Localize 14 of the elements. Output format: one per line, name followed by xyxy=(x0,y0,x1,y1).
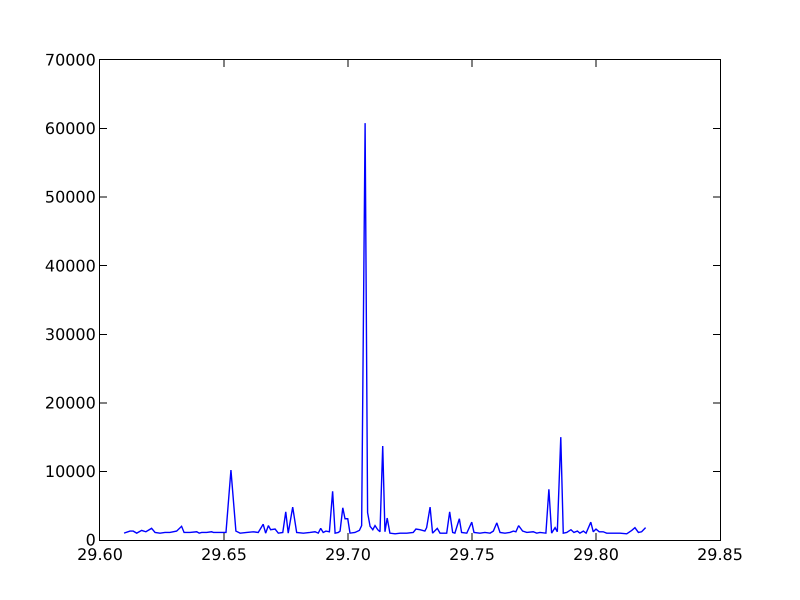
y-tick-label: 10000 xyxy=(44,462,96,482)
x-tick-label: 29.70 xyxy=(325,545,371,564)
x-tick-label: 29.75 xyxy=(449,545,495,564)
y-tick-label: 70000 xyxy=(44,50,96,70)
x-tick-label: 29.60 xyxy=(77,545,123,564)
y-tick-label: 40000 xyxy=(44,256,96,276)
y-tick-label: 60000 xyxy=(44,119,96,138)
y-tick-label: 50000 xyxy=(44,188,96,207)
x-tick-label: 29.65 xyxy=(201,545,247,564)
x-tick-label: 29.80 xyxy=(573,545,619,564)
x-tick-label: 29.85 xyxy=(697,545,743,564)
line-series xyxy=(123,122,646,535)
y-tick-label: 20000 xyxy=(44,393,96,412)
y-tick-label: 30000 xyxy=(44,324,96,344)
